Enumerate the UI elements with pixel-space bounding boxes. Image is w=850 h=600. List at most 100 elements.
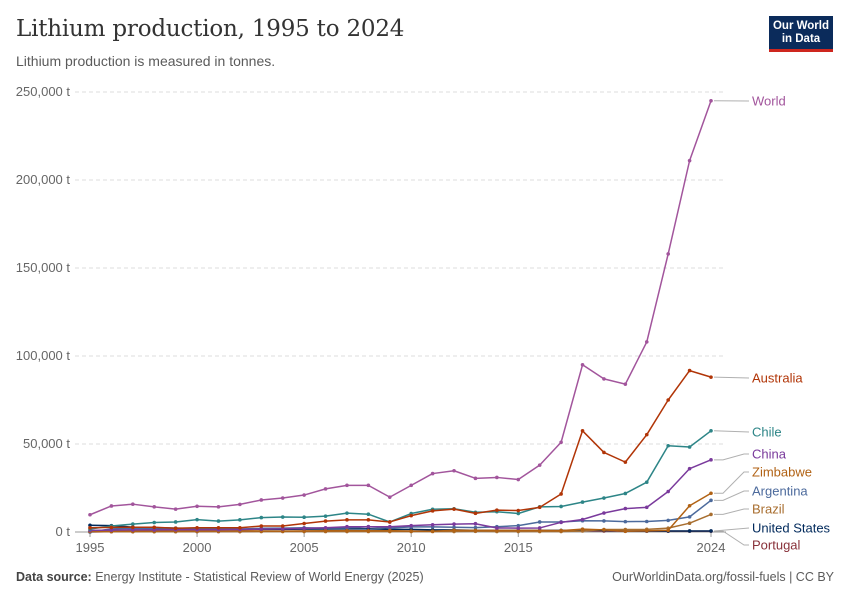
data-point-china [537, 526, 542, 530]
y-tick-label: 150,000 t [16, 260, 71, 275]
label-connector-zimbabwe [714, 471, 749, 494]
data-point-australia [152, 525, 157, 530]
footer-link[interactable]: OurWorldinData.org/fossil-fuels | CC BY [612, 570, 834, 584]
data-point-australia [173, 526, 178, 531]
data-point-china [345, 524, 349, 529]
data-point-zimbabwe [323, 528, 328, 533]
data-point-australia [473, 511, 478, 516]
data-point-chile [280, 515, 285, 519]
label-connector-united-states [713, 527, 750, 532]
data-point-world [644, 340, 649, 344]
data-point-world [345, 483, 349, 488]
x-tick-label: 2015 [504, 540, 533, 555]
data-point-world [709, 99, 713, 103]
data-point-chile [623, 491, 628, 496]
data-point-chile [687, 445, 692, 449]
data-point-australia [452, 507, 456, 511]
label-connector-brazil [714, 508, 749, 515]
y-tick-label: 0 t [56, 524, 71, 539]
data-point-china [280, 527, 285, 531]
data-point-world [152, 505, 157, 509]
series-line-australia [89, 369, 712, 530]
data-point-world [580, 363, 585, 367]
owid-logo[interactable]: Our World in Data [769, 16, 833, 52]
data-point-world [473, 476, 478, 481]
data-point-chile [216, 519, 221, 523]
series-label-argentina: Argentina [752, 484, 808, 499]
data-point-australia [259, 524, 264, 528]
data-point-zimbabwe [452, 528, 456, 533]
series-label-china: China [752, 447, 787, 462]
data-point-world [109, 504, 114, 508]
data-point-chile [238, 518, 242, 522]
data-point-argentina [452, 525, 456, 530]
data-point-world [623, 382, 628, 386]
data-point-china [409, 523, 414, 528]
data-point-zimbabwe [366, 528, 371, 533]
data-point-australia [516, 508, 521, 513]
data-point-brazil [709, 512, 713, 517]
data-point-australia [559, 492, 563, 496]
x-tick-label: 2005 [290, 540, 319, 555]
data-point-australia [666, 398, 670, 402]
data-point-zimbabwe [666, 528, 670, 533]
label-connector-chile [713, 430, 750, 433]
data-point-zimbabwe [537, 528, 542, 533]
data-point-china [152, 528, 157, 532]
data-point-australia [280, 524, 285, 528]
data-point-argentina [602, 519, 606, 523]
data-point-australia [323, 519, 328, 523]
series-label-world: World [752, 94, 786, 109]
chart-subtitle: Lithium production is measured in tonnes… [16, 53, 276, 69]
data-point-australia [238, 525, 242, 530]
data-point-argentina [537, 520, 542, 524]
data-point-china [559, 520, 563, 525]
data-point-chile [709, 429, 713, 433]
data-point-world [195, 504, 199, 509]
series-label-zimbabwe: Zimbabwe [752, 465, 812, 480]
y-tick-label: 200,000 t [16, 172, 71, 187]
chart-title: Lithium production, 1995 to 2024 [16, 16, 405, 42]
data-point-united-states [88, 523, 92, 528]
data-point-china [131, 528, 135, 532]
data-point-australia [216, 525, 221, 530]
data-point-china [495, 526, 499, 530]
data-point-argentina [687, 515, 692, 519]
data-point-zimbabwe [495, 528, 499, 533]
data-point-united-states [709, 529, 713, 533]
data-point-australia [409, 513, 414, 518]
data-point-argentina [709, 498, 713, 503]
data-point-china [387, 524, 392, 529]
data-point-world [666, 252, 670, 256]
data-point-zimbabwe [709, 491, 713, 496]
x-tick-label: 2010 [397, 540, 426, 555]
data-point-china [602, 511, 606, 515]
data-point-australia [430, 509, 435, 513]
data-point-chile [259, 515, 264, 520]
data-point-world [387, 495, 392, 499]
data-point-world [452, 468, 456, 473]
data-point-united-states [687, 529, 692, 533]
data-source: Data source: Energy Institute - Statisti… [16, 570, 424, 584]
series-line-world [89, 100, 712, 516]
data-point-world [495, 475, 499, 480]
series-line-argentina [89, 499, 712, 533]
data-point-world [537, 463, 542, 467]
x-tick-label: 2024 [697, 540, 726, 555]
data-point-australia [602, 450, 606, 455]
data-source-label: Data source: [16, 570, 92, 584]
data-point-australia [195, 525, 199, 530]
data-point-chile [666, 443, 670, 448]
data-point-australia [537, 505, 542, 510]
series-line-zimbabwe [89, 492, 712, 533]
data-point-world [323, 487, 328, 491]
data-point-world [238, 502, 242, 507]
data-point-australia [302, 521, 306, 526]
data-point-chile [131, 522, 135, 526]
data-point-australia [709, 375, 713, 379]
data-point-zimbabwe [409, 529, 414, 533]
logo-line-1: Our World [772, 20, 829, 32]
data-point-world [366, 483, 371, 488]
data-point-zimbabwe [687, 503, 692, 508]
